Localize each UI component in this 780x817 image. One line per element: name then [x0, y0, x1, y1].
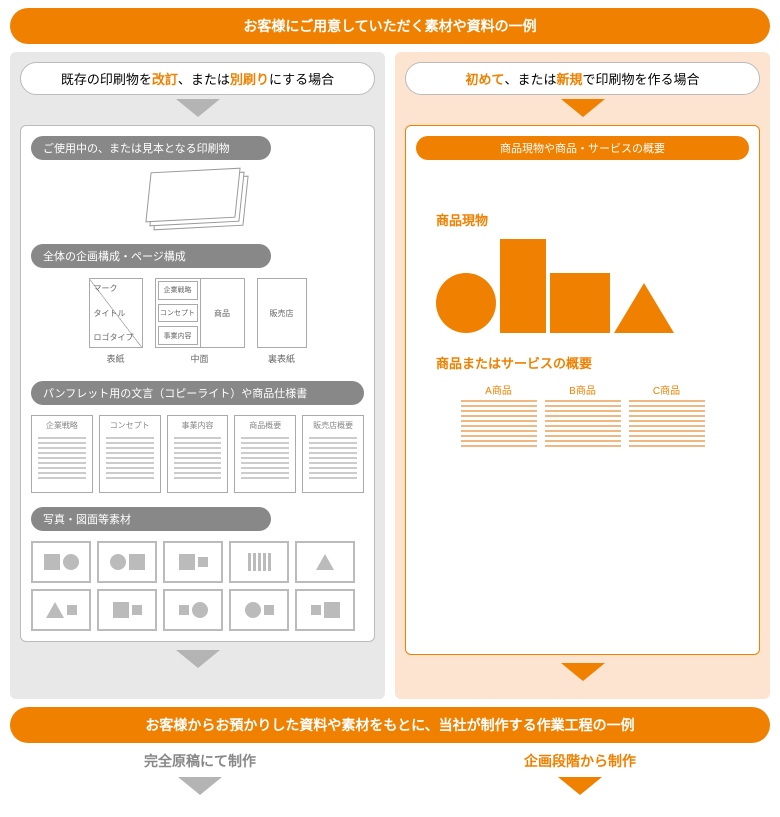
service-item: B商品: [545, 382, 621, 450]
doc-item: 販売店概要: [302, 415, 364, 493]
tall-rect-icon: [500, 239, 546, 333]
chevron-down-icon: [176, 650, 220, 668]
bottom-banner: お客様からお預かりした資料や素材をもとに、当社が制作する作業工程の一例: [10, 707, 770, 743]
left-column: 既存の印刷物を改訂、または別刷りにする場合 ご使用中の、または見本となる印刷物 …: [10, 52, 385, 699]
thumb-icon: [229, 541, 289, 583]
t: で印刷物を作る場合: [583, 72, 700, 87]
layout-row: マーク タイトル ロゴタイプ 表紙 企業戦略 コンセプト 事業内容 商品: [31, 278, 364, 365]
product-shapes: [436, 239, 749, 333]
section-header: パンフレット用の文言（コピーライト）や商品仕様書: [31, 381, 364, 405]
hl: 改訂: [152, 72, 178, 87]
section-header: 商品現物や商品・サービスの概要: [416, 136, 749, 160]
doc-item: コンセプト: [99, 415, 161, 493]
t: 事業内容: [158, 326, 198, 345]
t: 既存の印刷物を: [61, 72, 152, 87]
cover-box: マーク タイトル ロゴタイプ 表紙: [89, 278, 143, 365]
chevron-down-icon: [176, 99, 220, 117]
t: 、または: [504, 72, 556, 87]
top-banner: お客様にご用意していただく素材や資料の一例: [10, 8, 770, 44]
sub-heading: 商品現物: [436, 210, 749, 229]
t: 商品: [200, 279, 244, 347]
back-box: 販売店 裏表紙: [257, 278, 307, 365]
section-header: 全体の企画構成・ページ構成: [31, 244, 271, 268]
hl: 新規: [557, 72, 583, 87]
thumb-icon: [295, 589, 355, 631]
service-row: A商品B商品C商品: [416, 382, 749, 450]
t: マーク: [94, 283, 138, 294]
sub-heading: 商品またはサービスの概要: [436, 353, 749, 372]
footer-right: 企画段階から制作: [390, 751, 770, 803]
label: 裏表紙: [268, 352, 295, 365]
service-item: C商品: [629, 382, 705, 450]
thumb-icon: [31, 541, 91, 583]
doc-item: 企業戦略: [31, 415, 93, 493]
chevron-down-icon: [561, 663, 605, 681]
doc-item: 商品概要: [234, 415, 296, 493]
right-column: 初めて、または新規で印刷物を作る場合 商品現物や商品・サービスの概要 商品現物 …: [395, 52, 770, 699]
thumb-icon: [97, 589, 157, 631]
right-case-header: 初めて、または新規で印刷物を作る場合: [405, 62, 760, 95]
thumb-icon: [163, 541, 223, 583]
thumb-icon: [97, 541, 157, 583]
t: 販売店: [257, 278, 307, 348]
hl: 初めて: [465, 72, 504, 87]
chevron-down-icon: [561, 99, 605, 117]
doc-item: 事業内容: [167, 415, 229, 493]
t: ロゴタイプ: [94, 332, 138, 343]
hl: 別刷り: [230, 72, 269, 87]
thumbnail-grid: [31, 541, 364, 631]
left-case-header: 既存の印刷物を改訂、または別刷りにする場合: [20, 62, 375, 95]
thumb-icon: [295, 541, 355, 583]
thumb-icon: [229, 589, 289, 631]
section-header: ご使用中の、または見本となる印刷物: [31, 136, 271, 160]
t: 企画段階から制作: [390, 751, 770, 771]
thumb-icon: [31, 589, 91, 631]
footer-row: 完全原稿にて制作 企画段階から制作: [0, 751, 780, 803]
t: 企業戦略: [158, 281, 198, 300]
square-icon: [550, 273, 610, 333]
service-item: A商品: [461, 382, 537, 450]
t: 、または: [178, 72, 230, 87]
footer-left: 完全原稿にて制作: [10, 751, 390, 803]
circle-icon: [436, 273, 496, 333]
t: にする場合: [269, 72, 334, 87]
chevron-down-icon: [178, 777, 222, 795]
doc-row: 企業戦略コンセプト事業内容商品概要販売店概要: [31, 415, 364, 493]
columns: 既存の印刷物を改訂、または別刷りにする場合 ご使用中の、または見本となる印刷物 …: [0, 52, 780, 699]
right-panel: 商品現物や商品・サービスの概要 商品現物 商品またはサービスの概要 A商品B商品…: [405, 125, 760, 655]
mid-box: 企業戦略 コンセプト 事業内容 商品 中面: [155, 278, 245, 365]
page-stack-icon: [148, 170, 248, 230]
label: 表紙: [106, 352, 124, 365]
section-header: 写真・図面等素材: [31, 507, 271, 531]
triangle-icon: [614, 283, 674, 333]
label: 中面: [190, 352, 208, 365]
chevron-down-icon: [558, 777, 602, 795]
t: 完全原稿にて制作: [10, 751, 390, 771]
t: コンセプト: [158, 304, 198, 323]
thumb-icon: [163, 589, 223, 631]
t: タイトル: [94, 308, 138, 319]
left-panel: ご使用中の、または見本となる印刷物 全体の企画構成・ページ構成 マーク タイトル…: [20, 125, 375, 642]
